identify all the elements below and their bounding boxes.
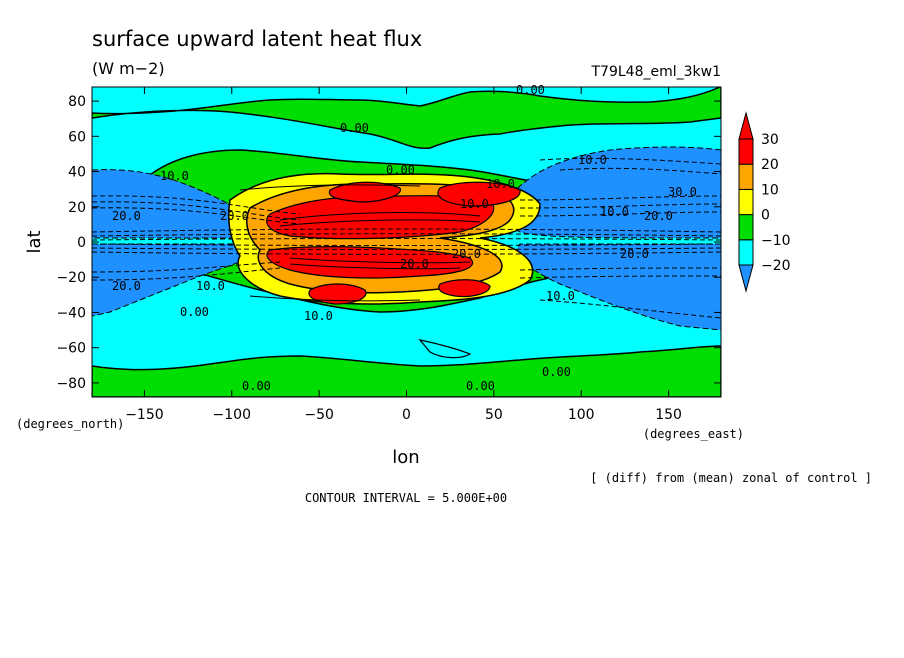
- contour-field: [92, 87, 721, 397]
- contour-label: 0.00: [242, 379, 271, 393]
- units-label: (W m−2): [92, 59, 165, 78]
- x-tick-label: 50: [485, 407, 503, 423]
- x-axis: −150 −100 −50 0 50 100 150: [125, 87, 682, 423]
- colorbar-segment: [738, 239, 754, 266]
- y-tick-label: −80: [56, 376, 86, 392]
- blob-red-nh-lobe: [328, 181, 401, 203]
- colorbar-segment: [738, 163, 754, 190]
- band-antarctic: [92, 345, 721, 397]
- contour-label: 20.0: [112, 209, 141, 223]
- chart-title: surface upward latent heat flux: [92, 27, 422, 51]
- contour-label: 20.0: [220, 209, 249, 223]
- diff-note: [ (diff) from (mean) zonal of control ]: [590, 471, 872, 485]
- y-tick-label: −40: [56, 305, 86, 321]
- contour-label: 0.00: [516, 83, 545, 97]
- colorbar-arrow-low: [738, 264, 754, 293]
- contour-label: 10.0: [304, 309, 333, 323]
- contour-label: 10.0: [600, 205, 629, 219]
- band-sh-blue-east: [517, 243, 721, 331]
- contour-label: 0.00: [340, 121, 369, 135]
- experiment-label: T79L48_eml_3kw1: [591, 64, 722, 80]
- contour-label: 0.00: [542, 365, 571, 379]
- colorbar-segment: [738, 138, 754, 165]
- y-tick-label: 0: [77, 235, 86, 251]
- y-tick-label: −20: [56, 270, 86, 286]
- contour-label: 20.0: [112, 279, 141, 293]
- colorbar-label: 0: [761, 208, 770, 224]
- blob-red-east-lobe: [438, 279, 491, 298]
- colorbar-label: 20: [761, 157, 779, 173]
- x-tick-label: 150: [655, 407, 682, 423]
- contour-label: 20.0: [400, 257, 429, 271]
- x-tick-label: −50: [304, 407, 334, 423]
- contour-label: 10.0: [486, 177, 515, 191]
- colorbar-segment: [738, 214, 754, 241]
- colorbar-label: 10: [761, 182, 779, 198]
- contour-label: 0.00: [180, 305, 209, 319]
- colorbar-label: −10: [761, 233, 791, 249]
- contour-interval: CONTOUR INTERVAL = 5.000E+00: [305, 491, 507, 505]
- colorbar-segment: [738, 188, 754, 216]
- blob-red-sh-lobe: [308, 283, 367, 305]
- band-antarctic-edge: [418, 339, 472, 359]
- y-tick-label: 40: [68, 165, 86, 181]
- x-tick-label: 100: [568, 407, 595, 423]
- warm-contours: [239, 184, 481, 302]
- colorbar-label: −20: [761, 258, 791, 274]
- x-tick-label: −100: [213, 407, 251, 423]
- contour-label: 0.00: [466, 379, 495, 393]
- contour-label: 30.0: [668, 185, 697, 199]
- contour-label: 10.0: [160, 169, 189, 183]
- y-axis-label: lat: [24, 230, 45, 253]
- colorbar-arrow-high: [738, 111, 754, 140]
- contour-label: 20.0: [452, 247, 481, 261]
- x-axis-label: lon: [392, 447, 419, 468]
- contour-label: 0.00: [386, 163, 415, 177]
- contour-label: 20.0: [644, 209, 673, 223]
- band-arctic: [92, 87, 721, 149]
- y-unit-note: (degrees_north): [16, 417, 124, 431]
- blob-red-ne-lobe: [437, 181, 521, 207]
- x-tick-label: −150: [125, 407, 163, 423]
- colorbar-label: 30: [761, 132, 779, 148]
- x-unit-note: (degrees_east): [643, 427, 744, 441]
- contour-label: 10.0: [460, 197, 489, 211]
- x-tick-label: 0: [402, 407, 411, 423]
- contour-labels: 0.00 0.00 0.00 0.00 0.00 0.00 0.00 10.0 …: [112, 83, 697, 393]
- contour-label: 10.0: [546, 289, 575, 303]
- contour-label: 20.0: [620, 247, 649, 261]
- equatorial-contours: [92, 157, 721, 319]
- y-tick-label: 20: [68, 200, 86, 216]
- colorbar: −20 −10 0 10 20 30: [738, 111, 791, 293]
- contour-label: 10.0: [196, 279, 225, 293]
- y-axis: 80 60 40 20 0 −20 −40 −60 −80: [56, 94, 721, 392]
- contour-label: 10.0: [578, 153, 607, 167]
- y-tick-label: 80: [68, 94, 86, 110]
- y-tick-label: 60: [68, 129, 86, 145]
- y-tick-label: −60: [56, 341, 86, 357]
